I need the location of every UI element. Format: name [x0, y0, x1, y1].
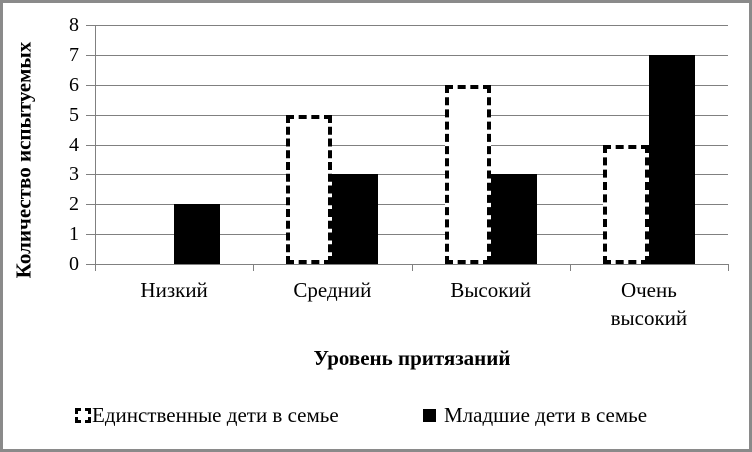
- y-axis-tick: [86, 174, 95, 176]
- y-tick-label: 5: [69, 103, 79, 126]
- x-category-label: Низкий: [140, 278, 208, 302]
- x-category-label: Средний: [293, 278, 372, 302]
- bar-younger-children-3: [490, 174, 537, 264]
- bar-younger-children-4: [648, 54, 695, 264]
- x-category-label: Высокий: [450, 278, 531, 302]
- y-tick-label: 8: [69, 14, 79, 36]
- x-axis-tick: [411, 264, 413, 271]
- y-axis-tick: [86, 204, 95, 206]
- y-axis-tick: [86, 144, 95, 146]
- gridline: [95, 114, 728, 116]
- gridline: [95, 204, 728, 206]
- legend-item-younger-children: Младшие дети в семье: [423, 402, 647, 428]
- gridline: [95, 84, 728, 86]
- y-tick-label: 6: [69, 73, 79, 96]
- y-tick-label: 1: [69, 223, 79, 246]
- bar-only-children-4: [602, 144, 649, 264]
- x-axis-tick: [728, 264, 729, 271]
- y-tick-label: 0: [69, 253, 79, 275]
- gridline: [95, 144, 728, 146]
- x-axis-tick: [569, 264, 571, 271]
- y-axis-tick: [86, 264, 95, 265]
- y-axis-tick: [86, 114, 95, 116]
- gridline: [95, 174, 728, 176]
- y-tick-label: 3: [69, 163, 79, 186]
- gridline: [95, 234, 728, 236]
- bar-younger-children-2: [332, 174, 379, 264]
- y-tick-label: 4: [69, 133, 79, 156]
- solid-bar-swatch-icon: [423, 408, 436, 422]
- y-axis-tick: [86, 84, 95, 86]
- bar-only-children-2: [286, 114, 333, 264]
- x-axis-tick: [253, 264, 255, 271]
- x-category-label: Очень высокий: [610, 278, 688, 331]
- y-tick-label: 7: [69, 43, 79, 66]
- x-axis-title: Уровень притязаний: [313, 346, 511, 370]
- x-axis-tick: [95, 264, 96, 271]
- y-axis-tick: [86, 25, 95, 26]
- gridline: [95, 25, 728, 26]
- legend-label-younger-children: Младшие дети в семье: [444, 402, 648, 427]
- dashed-bar-swatch-icon: [75, 407, 91, 423]
- y-axis-tick: [86, 234, 95, 236]
- bar-younger-children-1: [174, 204, 221, 264]
- bar-only-children-3: [444, 84, 491, 264]
- legend-item-only-children: Единственные дети в семье: [75, 402, 339, 428]
- y-axis-line: [95, 25, 96, 271]
- gridline: [95, 54, 728, 56]
- y-tick-label: 2: [69, 193, 79, 216]
- y-axis-tick: [86, 54, 95, 56]
- legend-label-only-children: Единственные дети в семье: [92, 402, 339, 427]
